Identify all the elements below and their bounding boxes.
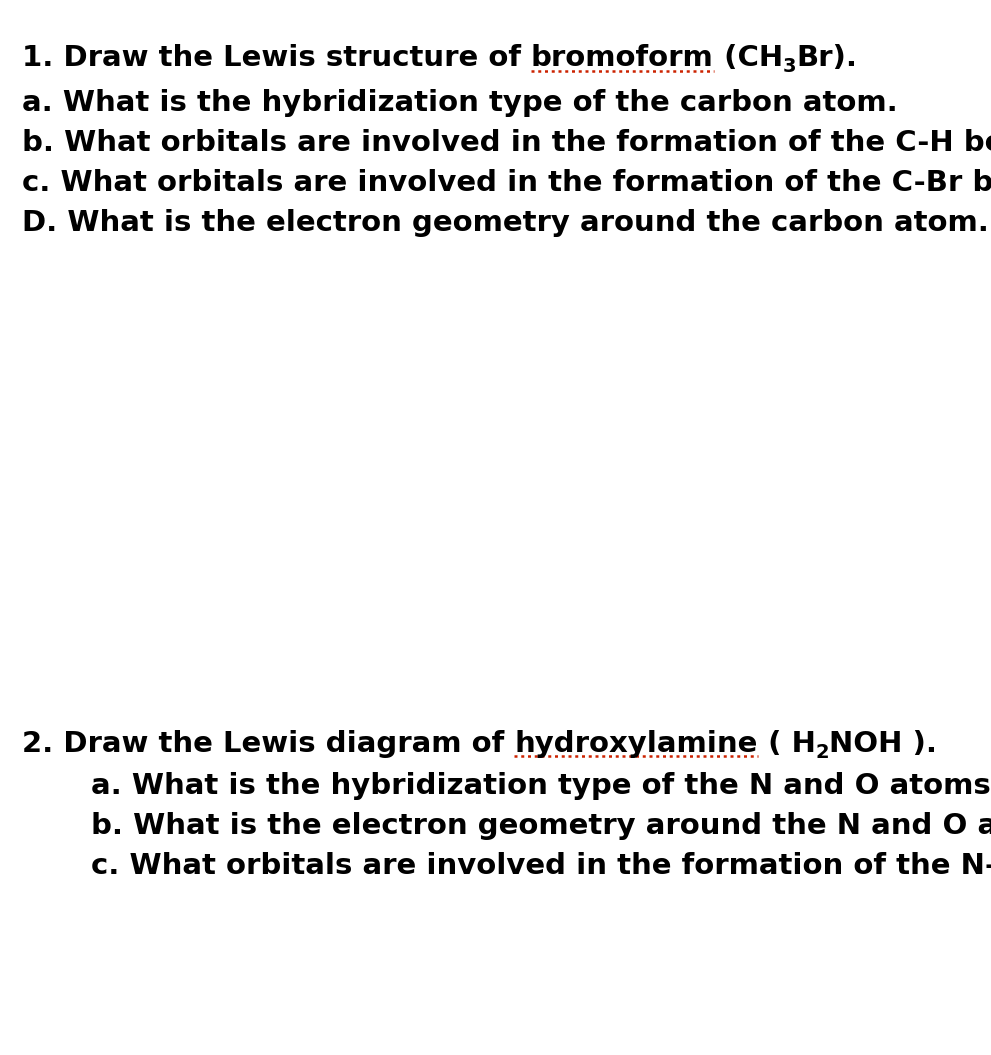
Text: 2. Draw the Lewis diagram of: 2. Draw the Lewis diagram of: [22, 730, 514, 759]
Text: b. What orbitals are involved in the formation of the C-H bond.: b. What orbitals are involved in the for…: [22, 129, 991, 157]
Text: a. What is the hybridization type of the N and O atoms.: a. What is the hybridization type of the…: [91, 772, 991, 801]
Text: 3: 3: [783, 57, 797, 76]
Text: ( H: ( H: [757, 730, 816, 759]
Text: (CH: (CH: [714, 44, 783, 73]
Text: c. What orbitals are involved in the formation of the N-O bond.: c. What orbitals are involved in the for…: [91, 852, 991, 881]
Text: D. What is the electron geometry around the carbon atom.: D. What is the electron geometry around …: [22, 209, 989, 237]
Text: hydroxylamine: hydroxylamine: [514, 730, 757, 759]
Text: c. What orbitals are involved in the formation of the C-Br bond.: c. What orbitals are involved in the for…: [22, 169, 991, 197]
Text: bromoform: bromoform: [531, 44, 714, 73]
Text: 2: 2: [816, 743, 829, 762]
Text: NOH ).: NOH ).: [829, 730, 937, 759]
Text: Br).: Br).: [797, 44, 857, 73]
Text: a. What is the hybridization type of the carbon atom.: a. What is the hybridization type of the…: [22, 89, 898, 117]
Text: 1. Draw the Lewis structure of: 1. Draw the Lewis structure of: [22, 44, 531, 73]
Text: b. What is the electron geometry around the N and O atoms.: b. What is the electron geometry around …: [91, 812, 991, 841]
